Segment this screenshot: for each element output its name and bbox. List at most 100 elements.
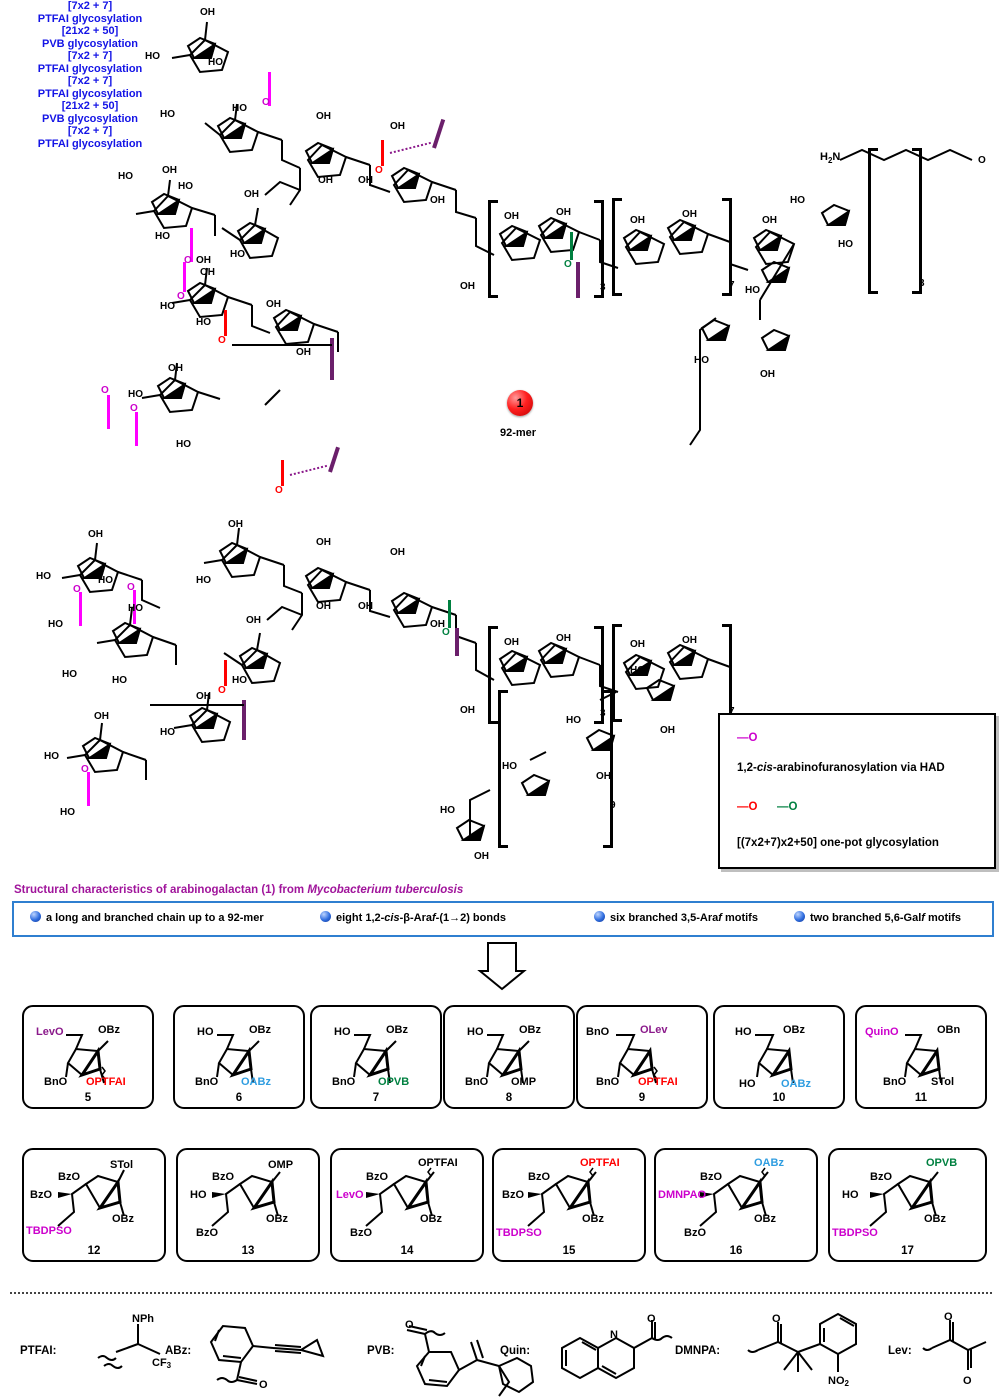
annotation-line2: PTFAI glycosylation xyxy=(37,12,143,25)
label-opvb: OPVB xyxy=(926,1157,958,1169)
oh-label: OH xyxy=(390,121,405,132)
repeat-bracket xyxy=(612,198,622,296)
had-bond-marker xyxy=(268,72,271,106)
compound-number: 7 xyxy=(372,1092,380,1104)
label-bno: BnO xyxy=(195,1076,219,1088)
annotation-line1: [21x2 + 50] xyxy=(61,100,119,112)
sugar-structure xyxy=(216,1034,260,1084)
compound-card-8[interactable]: HO OBz BnO OMP 8 xyxy=(443,1005,575,1109)
label-bno: BnO xyxy=(44,1076,68,1088)
repeat-bracket xyxy=(868,148,878,294)
bullet-icon xyxy=(320,911,331,922)
compound-card-17[interactable]: BzO OPVB HO OBz TBDPSO 17 xyxy=(828,1148,987,1262)
repeat-bracket xyxy=(594,200,604,298)
compound-card-9[interactable]: BnO OLev BnO OPTFAI 9 xyxy=(576,1005,708,1109)
label-obz: OBz xyxy=(112,1213,134,1225)
label-ho: HO xyxy=(190,1189,207,1201)
sugar-structure xyxy=(365,1167,435,1227)
compound-card-5[interactable]: LevO OBz BnO OPTFAI 5 xyxy=(22,1005,154,1109)
pg-label-dmnpa: DMNPA: xyxy=(675,1345,721,1357)
sugar-structure xyxy=(616,1034,658,1084)
compound-card-10[interactable]: HO OBz HO OABz 10 xyxy=(713,1005,845,1109)
sugar-structure xyxy=(755,1034,794,1084)
oh-label: OH xyxy=(556,207,571,218)
label-bzo: BzO xyxy=(700,1171,722,1183)
compound-card-11[interactable]: QuinO OBn BnO STol 11 xyxy=(855,1005,987,1109)
ho-label: HO xyxy=(145,51,160,62)
pg-label-abz: ABz: xyxy=(165,1345,192,1357)
compound-card-14[interactable]: BzO OPTFAI LevO OBz BzO 14 xyxy=(330,1148,484,1262)
oh-label: OH xyxy=(460,281,475,292)
oh-label: OH xyxy=(200,7,215,18)
compound-card-15[interactable]: BzO OPTFAI BzO OBz TBDPSO 15 xyxy=(492,1148,646,1262)
repeat-bracket xyxy=(498,690,508,848)
sugar-structure xyxy=(57,1169,125,1227)
had-oxygen-label: O xyxy=(81,764,89,775)
had-bond-marker xyxy=(190,228,193,262)
oh-label: OH xyxy=(596,771,611,782)
label-levo: LevO xyxy=(336,1189,364,1201)
ho-label: HO xyxy=(230,249,245,260)
o-label: O xyxy=(978,155,986,166)
sugar-structure xyxy=(904,1034,942,1084)
had-oxygen-label: O xyxy=(184,255,192,266)
had-bond-marker xyxy=(79,592,82,626)
annotation-ptfai-3: [7x2 + 7] PTFAI glycosylation xyxy=(0,75,180,100)
label-bno: BnO xyxy=(332,1076,356,1088)
oh-label: OH xyxy=(316,537,331,548)
ho-label: HO xyxy=(838,239,853,250)
compound-card-12[interactable]: BzO STol BzO OBz TBDPSO 12 xyxy=(22,1148,166,1262)
oh-label: OH xyxy=(504,637,519,648)
pg-label-pvb: PVB: xyxy=(367,1345,395,1357)
annotation-leader-bar xyxy=(242,700,246,740)
compound-1-marker: 1 xyxy=(507,390,533,416)
bracket-subscript: 9 xyxy=(610,800,616,811)
svg-text:O: O xyxy=(647,1313,656,1325)
compound-card-13[interactable]: BzO OMP HO OBz BzO 13 xyxy=(176,1148,320,1262)
pg-label-lev: Lev: xyxy=(888,1345,912,1357)
onepot-red-oxygen: O xyxy=(218,335,226,346)
main-structure-scheme: O O O O O O O O O O O O O O OH HO HO HO … xyxy=(0,0,986,862)
svg-text:N: N xyxy=(610,1329,618,1341)
label-bno: BnO xyxy=(465,1076,489,1088)
ho-label: HO xyxy=(160,301,175,312)
sugar-structure xyxy=(486,1034,530,1084)
had-oxygen-label: O xyxy=(127,582,135,593)
compound-number: 13 xyxy=(241,1245,255,1257)
compound-card-6[interactable]: HO OBz BnO OABz 6 xyxy=(173,1005,305,1109)
svg-text:O: O xyxy=(405,1319,414,1331)
ho-label: HO xyxy=(112,675,127,686)
label-oabz: OABz xyxy=(241,1076,271,1088)
onepot-red-oxygen: O xyxy=(218,685,226,696)
onepot-red-bond xyxy=(281,460,284,486)
svg-text:O: O xyxy=(259,1379,268,1391)
repeat-bracket xyxy=(603,690,613,848)
svg-text:O: O xyxy=(944,1311,953,1323)
repeat-bracket xyxy=(594,626,604,724)
compound-card-16[interactable]: BzO OABz DMNPAO OBz BzO 16 xyxy=(654,1148,818,1262)
annotation-line1: [7x2 + 7] xyxy=(67,75,113,87)
label-bno-2: BnO xyxy=(596,1076,620,1088)
had-oxygen-label: O xyxy=(130,403,138,414)
label-obz: OBz xyxy=(98,1024,120,1036)
label-dmnpao: DMNPAO xyxy=(658,1189,707,1201)
compound-card-7[interactable]: HO OBz BnO OPVB 7 xyxy=(310,1005,442,1109)
annotation-ptfai-4: [7x2 + 7] PTFAI glycosylation xyxy=(0,125,180,150)
svg-text:NO2: NO2 xyxy=(828,1375,850,1388)
label-bzo: BzO xyxy=(366,1171,388,1183)
ho-label: HO xyxy=(118,171,133,182)
bullet-icon xyxy=(794,911,805,922)
legend-redgreen-text: [(7x2+7)x2+50] one-pot glycosylation xyxy=(737,837,939,849)
pg-label-quin: Quin: xyxy=(500,1345,531,1357)
onepot-green-bond xyxy=(448,600,451,628)
section-divider xyxy=(10,1292,992,1294)
label-optfai: OPTFAI xyxy=(638,1076,678,1088)
ho-label: HO xyxy=(176,439,191,450)
label-opvb: OPVB xyxy=(378,1076,410,1088)
oh-label: OH xyxy=(196,255,211,266)
oh-label: OH xyxy=(88,529,103,540)
characteristic-item-4: two branched 5,6-Galf motifs xyxy=(794,911,961,924)
pg-structure-lev: O O xyxy=(922,1311,987,1387)
ho-label: HO xyxy=(44,751,59,762)
ho-label: HO xyxy=(566,715,581,726)
